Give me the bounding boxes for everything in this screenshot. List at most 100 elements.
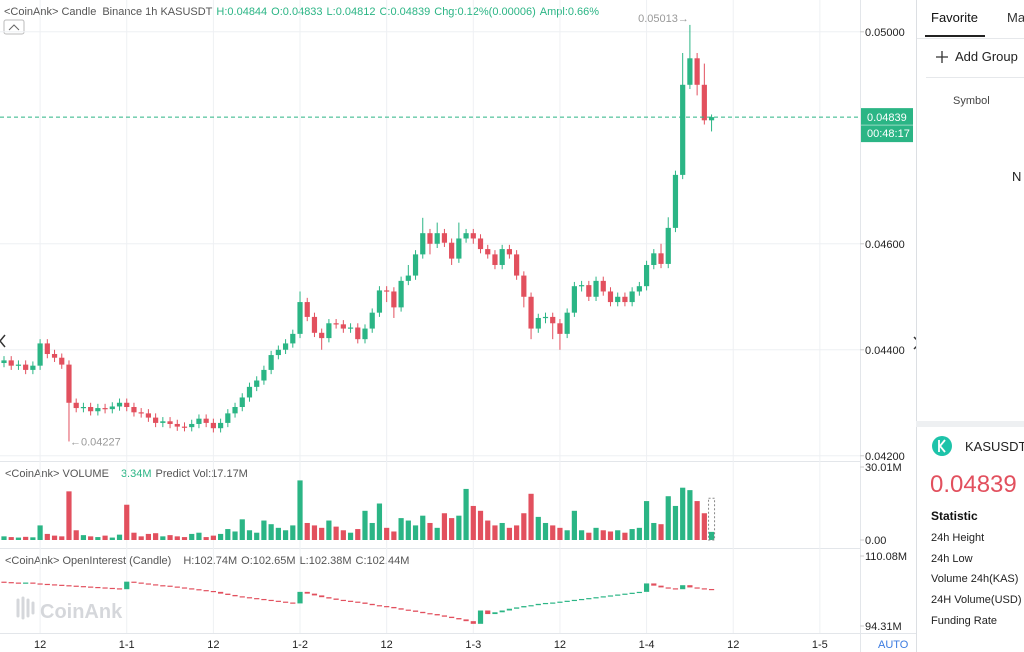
- candle-body: [326, 597, 332, 599]
- scale-mode[interactable]: AUTO: [878, 639, 909, 651]
- candle-body: [579, 598, 585, 601]
- candle-body: [535, 317, 541, 329]
- volume-bar: [600, 530, 606, 540]
- candle-body: [412, 254, 419, 276]
- watermark-icon: [16, 596, 35, 620]
- candle-body: [600, 596, 606, 598]
- candle-body: [701, 84, 707, 121]
- candle-body: [687, 585, 693, 588]
- candle-body: [145, 583, 151, 585]
- candle-body: [319, 595, 325, 598]
- candle-body: [333, 323, 339, 325]
- candle-body: [210, 590, 216, 593]
- tab[interactable]: Ma: [1007, 10, 1024, 25]
- candle-body: [73, 402, 79, 409]
- candle-body: [290, 602, 296, 604]
- candle-body: [405, 275, 411, 281]
- volume-bar: [708, 531, 715, 540]
- candle-body: [160, 585, 166, 587]
- ticker-price: 0.04839: [930, 471, 1017, 498]
- candle-body: [225, 593, 231, 595]
- candle-body: [218, 422, 224, 429]
- stat-row: 24h Low: [931, 553, 973, 565]
- y-tick-label: 30.01M: [865, 462, 902, 474]
- volume-bar: [499, 522, 505, 540]
- header-stat: C:0.04839: [379, 6, 430, 18]
- volume-bar: [427, 522, 433, 540]
- volume-bar: [23, 536, 29, 540]
- candle-body: [189, 588, 195, 590]
- candle-body: [340, 324, 346, 329]
- volume-bar: [304, 522, 310, 540]
- add-group[interactable]: Add Group: [955, 49, 1018, 64]
- candle-body: [239, 596, 245, 598]
- candle-body: [607, 291, 614, 303]
- candle-body: [282, 601, 289, 603]
- candle-body: [347, 327, 354, 329]
- x-tick-label: 12: [207, 639, 219, 651]
- candle-body: [174, 586, 180, 588]
- candle-body: [636, 286, 642, 292]
- volume-bar: [167, 535, 173, 540]
- candle-body: [95, 408, 101, 412]
- stat-row: 24h Height: [931, 532, 984, 544]
- candle-body: [297, 302, 303, 334]
- candle-body: [651, 253, 657, 265]
- oi-stat: H:102.74M: [183, 555, 237, 567]
- volume-bar: [564, 530, 570, 540]
- volume-bar: [210, 535, 216, 540]
- volume-bar: [59, 536, 65, 540]
- x-tick-label: 12: [34, 639, 46, 651]
- candle-body: [246, 386, 253, 398]
- volume-bar: [174, 536, 180, 540]
- volume-bar: [441, 513, 448, 540]
- candle-body: [492, 612, 498, 615]
- candle-body: [15, 364, 22, 366]
- volume-bar: [477, 510, 484, 540]
- tab[interactable]: Favorite: [931, 10, 978, 25]
- candle-body: [391, 606, 397, 609]
- volume-bar: [145, 533, 151, 540]
- volume-bar: [1, 536, 7, 540]
- oi-stat: C:102.44M: [356, 555, 410, 567]
- candle-body: [196, 418, 202, 424]
- candle-body: [680, 84, 686, 175]
- oi-header: <CoinAnk> OpenInterest (Candle) H:102.74M…: [5, 555, 409, 567]
- volume-bar: [218, 533, 224, 540]
- volume-bar: [196, 532, 202, 540]
- candle-body: [643, 264, 650, 287]
- candle-body: [181, 426, 188, 428]
- volume-bar: [109, 537, 115, 540]
- candle-body: [304, 302, 310, 317]
- candle-body: [254, 598, 260, 600]
- volume-bar: [615, 530, 621, 540]
- candle-body: [30, 365, 36, 370]
- volume-bar: [95, 537, 101, 540]
- volume-bar: [66, 491, 72, 540]
- collapse-button[interactable]: [3, 19, 25, 35]
- section-title: Statistic: [931, 509, 978, 523]
- volume-bar: [181, 537, 188, 540]
- header-stat: H:0.04844: [216, 6, 267, 18]
- candle-body: [153, 584, 159, 586]
- volume-bar: [290, 525, 296, 540]
- candle-body: [615, 594, 621, 596]
- watermark-text: CoinAnk: [40, 601, 123, 623]
- volume-bar: [311, 525, 318, 540]
- volume-header: <CoinAnk> VOLUME 3.34M Predict Vol:17.17M: [5, 468, 248, 480]
- candle-body: [138, 582, 144, 584]
- candle-body: [102, 408, 108, 410]
- volume-bar: [391, 531, 397, 540]
- volume-bar: [535, 516, 541, 540]
- volume-bar: [672, 505, 679, 540]
- oi-stat: L:102.38M: [300, 555, 352, 567]
- volume-bar: [514, 525, 520, 540]
- x-tick-label: 12: [727, 639, 739, 651]
- volume-bar: [225, 529, 231, 540]
- volume-bar: [470, 505, 476, 540]
- candle-body: [275, 349, 281, 356]
- scroll-left[interactable]: [0, 334, 6, 348]
- candle-body: [333, 598, 339, 600]
- candle-body: [708, 588, 715, 591]
- candle-body: [506, 608, 512, 611]
